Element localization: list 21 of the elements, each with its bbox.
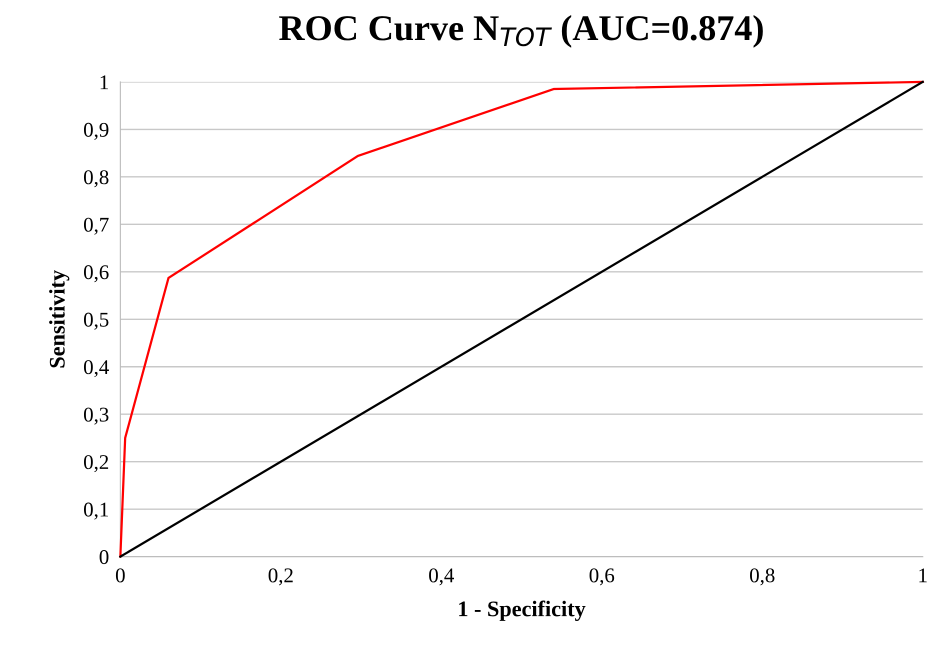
y-tick-label: 0,1: [84, 502, 108, 520]
y-tick-label: 0,8: [84, 170, 108, 188]
chart-title: ROC Curve N$_{TOT}$ (AUC=0.874): [279, 14, 763, 48]
y-tick-label: 0,9: [84, 122, 108, 140]
y-tick-label: 0: [100, 550, 108, 564]
x-tick-label: 0,6: [590, 568, 614, 586]
y-tick-label: 0,7: [84, 218, 109, 235]
y-tick-label: 0,5: [84, 312, 108, 330]
x-tick-label: 0,4: [429, 568, 454, 586]
x-tick-label: 0,8: [750, 568, 774, 586]
x-tick-label: 1: [919, 568, 927, 582]
y-tick-label: 0,2: [84, 455, 108, 472]
x-axis-title: 1 - Specificity: [459, 600, 586, 621]
y-tick-label: 1: [100, 75, 108, 90]
x-tick-label: 0,2: [268, 568, 293, 586]
y-tick-label: 0,4: [84, 360, 109, 378]
y-tick-label: 0,6: [84, 265, 109, 282]
y-axis-title: Sensitivity: [49, 270, 70, 368]
line-series: [119, 80, 924, 558]
x-tick-label: 0: [116, 568, 125, 582]
y-tick-label: 0,3: [84, 408, 108, 425]
